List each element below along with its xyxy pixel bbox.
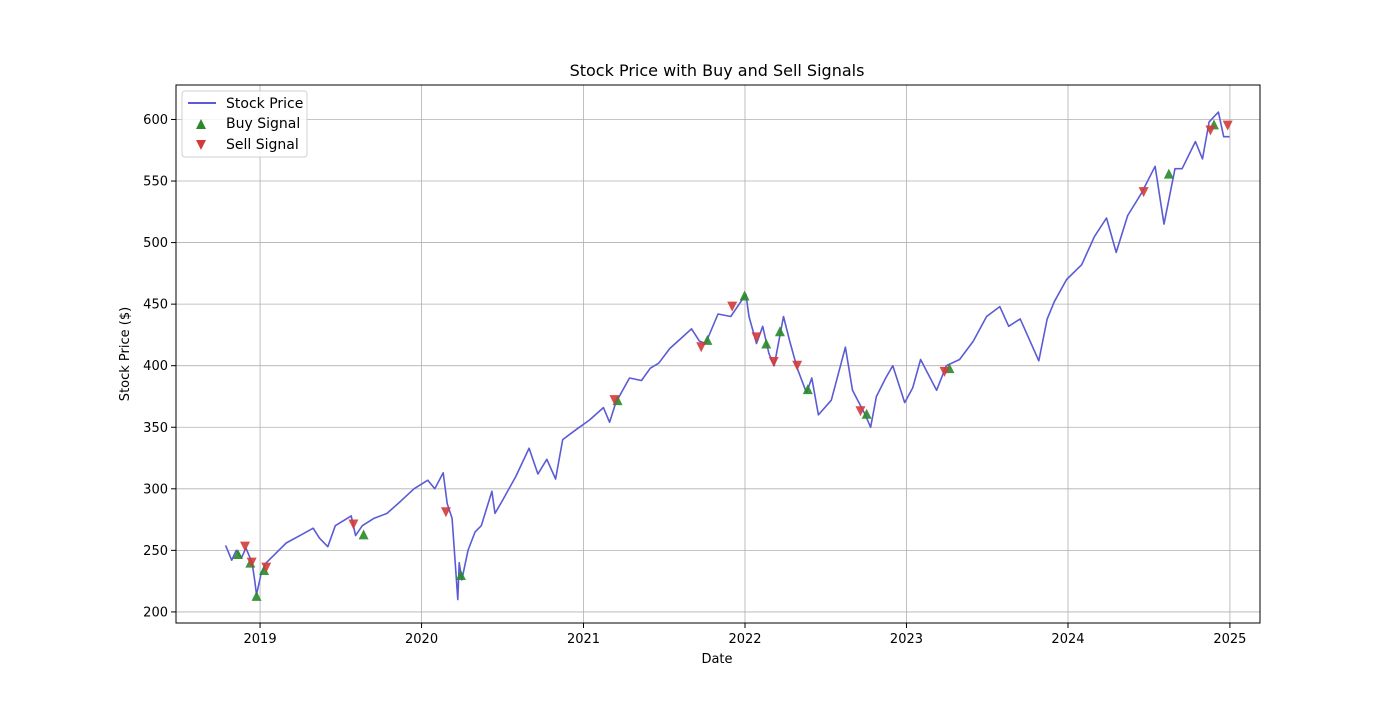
x-tick-label: 2023: [890, 632, 923, 647]
buy-signal-marker: [774, 326, 785, 337]
legend-box: [181, 90, 308, 158]
buy-signal-marker: [1163, 168, 1174, 179]
x-tick-label: 2025: [1213, 632, 1246, 647]
y-tick-label: 300: [143, 482, 168, 497]
stock-price-line: [224, 111, 1230, 601]
y-tick-label: 350: [143, 421, 168, 436]
y-tick-label: 600: [143, 113, 168, 128]
sell-signal-marker: [855, 406, 866, 417]
y-tick-label: 250: [143, 544, 168, 559]
buy-signal-marker: [761, 338, 772, 349]
sell-signal-marker: [696, 342, 707, 353]
sell-signal-marker: [246, 557, 257, 568]
buy-signal-marker: [455, 569, 466, 580]
marker-layer: [232, 119, 1233, 601]
sell-signal-marker: [609, 395, 620, 406]
x-tick-label: 2019: [244, 632, 277, 647]
buy-signal-marker: [259, 565, 270, 576]
chart-title: Stock Price with Buy and Sell Signals: [570, 61, 865, 80]
buy-signal-marker: [358, 529, 369, 540]
sell-signal-marker: [792, 360, 803, 371]
y-tick-label: 500: [143, 236, 168, 251]
legend: Stock Price Buy Signal Sell Signal: [181, 90, 308, 158]
buy-signal-marker: [739, 290, 750, 301]
sell-signal-marker: [1205, 125, 1216, 136]
y-tick-label: 200: [143, 605, 168, 620]
y-axis-label: Stock Price ($): [118, 307, 133, 401]
legend-buy-marker: [196, 119, 206, 129]
sell-signal-marker: [768, 357, 779, 368]
sell-signal-marker: [727, 301, 738, 312]
legend-sell-marker: [196, 140, 206, 150]
sell-signal-marker: [440, 507, 451, 518]
buy-signal-marker: [802, 384, 813, 395]
sell-signal-marker: [939, 366, 950, 377]
sell-signal-marker: [348, 519, 359, 530]
y-tick-label: 450: [143, 298, 168, 313]
legend-label-price: Stock Price: [226, 96, 303, 112]
buy-signal-marker: [232, 549, 243, 560]
plot-frame: [175, 84, 1261, 624]
x-tick-label: 2020: [405, 632, 438, 647]
legend-label-buy: Buy Signal: [226, 116, 300, 132]
legend-label-sell: Sell Signal: [226, 137, 299, 153]
x-tick-label: 2024: [1051, 632, 1084, 647]
sell-signal-marker: [1138, 187, 1149, 198]
sell-signal-marker: [240, 541, 251, 552]
x-tick-label: 2021: [567, 632, 600, 647]
series-layer: [224, 111, 1230, 601]
grid-layer: [176, 85, 1260, 623]
buy-signal-marker: [251, 590, 262, 601]
x-tick-label: 2022: [728, 632, 761, 647]
tick-layer: 200 250 300 350 400 450 500 550 600 2019 2020 2021 2…: [143, 113, 1246, 647]
sell-signal-marker: [1222, 120, 1233, 131]
sell-signal-marker: [751, 332, 762, 343]
buy-signal-marker: [861, 408, 872, 419]
x-axis-label: Date: [701, 652, 732, 667]
y-tick-label: 550: [143, 175, 168, 190]
sell-signal-marker: [261, 562, 272, 573]
y-tick-label: 400: [143, 359, 168, 374]
